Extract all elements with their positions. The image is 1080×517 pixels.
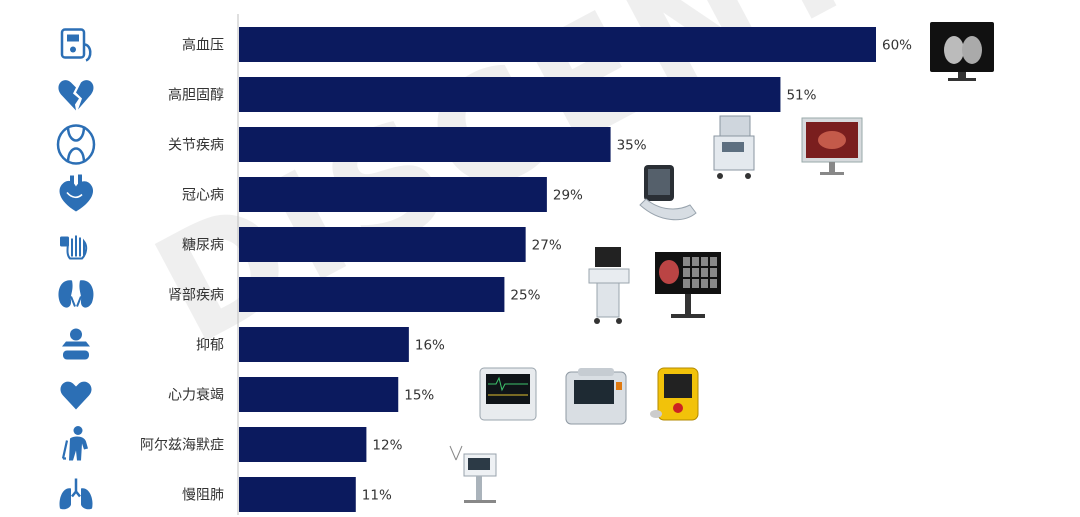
aed-device-image [650, 367, 699, 421]
bar [239, 477, 356, 512]
value-label: 16% [415, 338, 445, 354]
value-label: 27% [532, 238, 562, 254]
ultrasound-probe-device-image [639, 165, 697, 221]
bar [239, 177, 547, 212]
defibrillator-monitor-image [565, 368, 627, 425]
category-label: 慢阻肺 [182, 487, 224, 504]
value-label: 51% [786, 88, 816, 104]
broken-heart-icon [58, 80, 94, 111]
category-label: 抑郁 [196, 338, 224, 354]
hand-glucose-icon [60, 235, 88, 260]
value-label: 35% [617, 138, 647, 154]
surgical-monitor-image [801, 117, 863, 175]
lungs-icon [59, 478, 93, 510]
value-label: 15% [404, 388, 434, 404]
ultrasound-cart-image [588, 247, 630, 324]
anesthesia-machine-image [713, 115, 755, 179]
patient-monitor-image [479, 367, 537, 421]
category-label: 心力衰竭 [168, 387, 224, 404]
category-label: 阿尔兹海默症 [140, 438, 224, 454]
value-label: 12% [372, 438, 402, 454]
bar [239, 327, 409, 362]
bar [239, 77, 781, 112]
person-cane-icon [61, 426, 88, 461]
knee-joint-icon [56, 124, 96, 165]
value-label: 11% [362, 488, 392, 504]
category-label: 高血压 [182, 37, 224, 54]
category-label: 关节疾病 [168, 138, 224, 154]
imaging-display-stand-image [655, 252, 721, 318]
bar [239, 427, 367, 462]
bar [239, 377, 399, 412]
category-label: 冠心病 [182, 188, 224, 204]
category-label: 糖尿病 [182, 238, 224, 254]
value-label: 25% [510, 288, 540, 304]
value-label: 29% [553, 188, 583, 204]
bar [239, 27, 876, 62]
medical-device-icon [60, 28, 92, 62]
heart-icon [60, 381, 92, 410]
bar [239, 127, 611, 162]
mammography-monitor-image [930, 22, 994, 81]
ventilator-image [449, 445, 497, 503]
depression-icon [62, 328, 90, 360]
anatomical-heart-icon [59, 174, 94, 212]
category-label: 肾部疾病 [168, 288, 224, 304]
value-label: 60% [882, 38, 912, 54]
kidneys-icon [58, 280, 94, 308]
bar [239, 277, 505, 312]
bar [239, 227, 526, 262]
category-label: 高胆固醇 [168, 87, 224, 104]
